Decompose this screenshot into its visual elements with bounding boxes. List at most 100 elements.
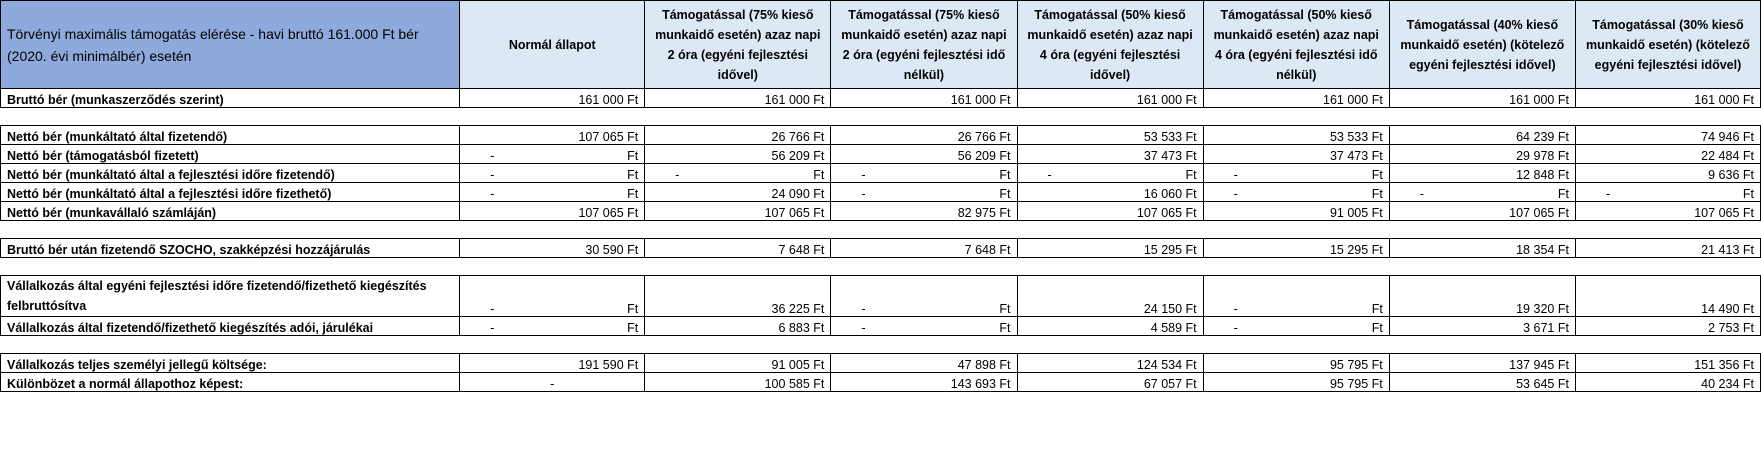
value-cell[interactable]: - Ft — [459, 275, 646, 317]
value-cell[interactable]: - Ft — [1202, 163, 1390, 183]
value-cell[interactable]: - — [459, 372, 646, 392]
value-cell[interactable]: 37 473 Ft — [1016, 144, 1204, 164]
value-cell[interactable]: 22 484 Ft — [1574, 144, 1761, 164]
value-cell[interactable]: 64 239 Ft — [1388, 125, 1576, 145]
value-cell[interactable]: 15 295 Ft — [1202, 238, 1390, 258]
value-cell[interactable]: 91 005 Ft — [644, 353, 832, 373]
empty-currency-value: - Ft — [1210, 187, 1383, 201]
row-label-cell[interactable]: Különbözet a normál állapothoz képest: — [0, 372, 461, 392]
value-cell[interactable]: 19 320 Ft — [1388, 275, 1576, 317]
value-cell[interactable]: - Ft — [459, 182, 646, 202]
row-label-cell[interactable]: Nettó bér (támogatásból fizetett) — [0, 144, 461, 164]
value-cell[interactable]: 37 473 Ft — [1202, 144, 1390, 164]
value-cell[interactable]: 107 065 Ft — [459, 125, 646, 145]
row-label-cell[interactable]: Vállalkozás teljes személyi jellegű költ… — [0, 353, 461, 373]
value-cell[interactable]: 161 000 Ft — [1388, 88, 1576, 108]
table-row-kulonbozet: Különbözet a normál állapothoz képest: -1… — [0, 372, 1761, 392]
value-cell[interactable]: 40 234 Ft — [1574, 372, 1761, 392]
value-cell[interactable]: 24 090 Ft — [644, 182, 832, 202]
value-cell[interactable]: 67 057 Ft — [1016, 372, 1204, 392]
value-cell[interactable]: - Ft — [644, 163, 832, 183]
empty-currency-value: - Ft — [466, 187, 638, 201]
value-cell[interactable]: - Ft — [459, 163, 646, 183]
value-cell[interactable]: 4 589 Ft — [1016, 316, 1204, 336]
header-col-75-without-dev[interactable]: Támogatással (75% kieső munkaidő esetén)… — [830, 0, 1018, 89]
value-cell[interactable]: 53 533 Ft — [1202, 125, 1390, 145]
header-col-75-with-dev[interactable]: Támogatással (75% kieső munkaidő esetén)… — [644, 0, 832, 89]
value-cell[interactable]: 7 648 Ft — [644, 238, 832, 258]
value-cell[interactable]: 107 065 Ft — [1574, 201, 1761, 221]
value-cell[interactable]: 53 645 Ft — [1388, 372, 1576, 392]
value-cell[interactable]: 7 648 Ft — [830, 238, 1018, 258]
value-cell[interactable]: 82 975 Ft — [830, 201, 1018, 221]
value-cell[interactable]: 107 065 Ft — [1388, 201, 1576, 221]
value-cell[interactable]: 56 209 Ft — [644, 144, 832, 164]
row-label-cell[interactable]: Nettó bér (munkáltató által fizetendő) — [0, 125, 461, 145]
value-cell[interactable]: 74 946 Ft — [1574, 125, 1761, 145]
value-cell[interactable]: 30 590 Ft — [459, 238, 646, 258]
value-cell[interactable]: 95 795 Ft — [1202, 353, 1390, 373]
value-cell[interactable]: - Ft — [830, 316, 1018, 336]
value-cell[interactable]: 16 060 Ft — [1016, 182, 1204, 202]
row-label-cell[interactable]: Vállalkozás által egyéni fejlesztési idő… — [0, 275, 461, 317]
header-col-50-with-dev[interactable]: Támogatással (50% kieső munkaidő esetén)… — [1016, 0, 1204, 89]
value-cell[interactable]: 161 000 Ft — [459, 88, 646, 108]
value-cell[interactable]: 12 848 Ft — [1388, 163, 1576, 183]
value-cell[interactable]: 107 065 Ft — [644, 201, 832, 221]
value-cell[interactable]: 2 753 Ft — [1574, 316, 1761, 336]
value-cell[interactable]: - Ft — [1202, 316, 1390, 336]
value-cell[interactable]: 143 693 Ft — [830, 372, 1018, 392]
value-cell[interactable]: 9 636 Ft — [1574, 163, 1761, 183]
value-cell[interactable]: 21 413 Ft — [1574, 238, 1761, 258]
row-label-cell[interactable]: Vállalkozás által fizetendő/fizethető ki… — [0, 316, 461, 336]
value-cell[interactable]: 161 000 Ft — [830, 88, 1018, 108]
value-cell[interactable]: - Ft — [1202, 275, 1390, 317]
value-cell[interactable]: 151 356 Ft — [1574, 353, 1761, 373]
header-col-30[interactable]: Támogatással (30% kieső munkaidő esetén)… — [1574, 0, 1761, 89]
value-cell[interactable]: 137 945 Ft — [1388, 353, 1576, 373]
value-cell[interactable]: 3 671 Ft — [1388, 316, 1576, 336]
value-cell[interactable]: 6 883 Ft — [644, 316, 832, 336]
header-col-40[interactable]: Támogatással (40% kieső munkaidő esetén)… — [1388, 0, 1576, 89]
row-label-cell[interactable]: Nettó bér (munkáltató által a fejlesztés… — [0, 163, 461, 183]
value-cell[interactable]: 95 795 Ft — [1202, 372, 1390, 392]
header-col-50-without-dev[interactable]: Támogatással (50% kieső munkaidő esetén)… — [1202, 0, 1390, 89]
value-cell[interactable]: - Ft — [1202, 182, 1390, 202]
value-cell[interactable]: 107 065 Ft — [459, 201, 646, 221]
value-cell[interactable]: 161 000 Ft — [1016, 88, 1204, 108]
value-cell[interactable]: 161 000 Ft — [644, 88, 832, 108]
value-cell[interactable]: 47 898 Ft — [830, 353, 1018, 373]
row-label-cell[interactable]: Nettó bér (munkáltató által a fejlesztés… — [0, 182, 461, 202]
value-cell[interactable]: 36 225 Ft — [644, 275, 832, 317]
value-cell[interactable]: - Ft — [830, 163, 1018, 183]
value-cell[interactable]: 14 490 Ft — [1574, 275, 1761, 317]
value-cell[interactable]: 26 766 Ft — [644, 125, 832, 145]
value-cell[interactable]: 26 766 Ft — [830, 125, 1018, 145]
value-cell[interactable]: 56 209 Ft — [830, 144, 1018, 164]
value-cell[interactable]: 107 065 Ft — [1016, 201, 1204, 221]
value-cell[interactable]: 18 354 Ft — [1388, 238, 1576, 258]
value-cell[interactable]: 24 150 Ft — [1016, 275, 1204, 317]
row-label-cell[interactable]: Nettó bér (munkavállaló számláján) — [0, 201, 461, 221]
value-cell[interactable]: - Ft — [830, 275, 1018, 317]
row-label-cell[interactable]: Bruttó bér után fizetendő SZOCHO, szakké… — [0, 238, 461, 258]
value-cell[interactable]: - Ft — [1574, 182, 1761, 202]
value-cell[interactable]: 29 978 Ft — [1388, 144, 1576, 164]
dash-mark: - — [490, 168, 495, 182]
value-cell[interactable]: 161 000 Ft — [1574, 88, 1761, 108]
value-cell[interactable]: 15 295 Ft — [1016, 238, 1204, 258]
value-cell[interactable]: 124 534 Ft — [1016, 353, 1204, 373]
value-cell[interactable]: - Ft — [1016, 163, 1204, 183]
value-cell[interactable]: 191 590 Ft — [459, 353, 646, 373]
value-cell[interactable]: - Ft — [830, 182, 1018, 202]
value-cell[interactable]: 161 000 Ft — [1202, 88, 1390, 108]
value-cell[interactable]: - Ft — [459, 144, 646, 164]
value-cell[interactable]: 100 585 Ft — [644, 372, 832, 392]
value-cell[interactable]: - Ft — [459, 316, 646, 336]
value-cell[interactable]: 53 533 Ft — [1016, 125, 1204, 145]
value-cell[interactable]: 91 005 Ft — [1202, 201, 1390, 221]
header-col-normal[interactable]: Normál állapot — [459, 0, 646, 89]
row-label-cell[interactable]: Bruttó bér (munkaszerződés szerint) — [0, 88, 461, 108]
header-title-cell[interactable]: Törvényi maximális támogatás elérése - h… — [0, 0, 461, 89]
value-cell[interactable]: - Ft — [1388, 182, 1576, 202]
